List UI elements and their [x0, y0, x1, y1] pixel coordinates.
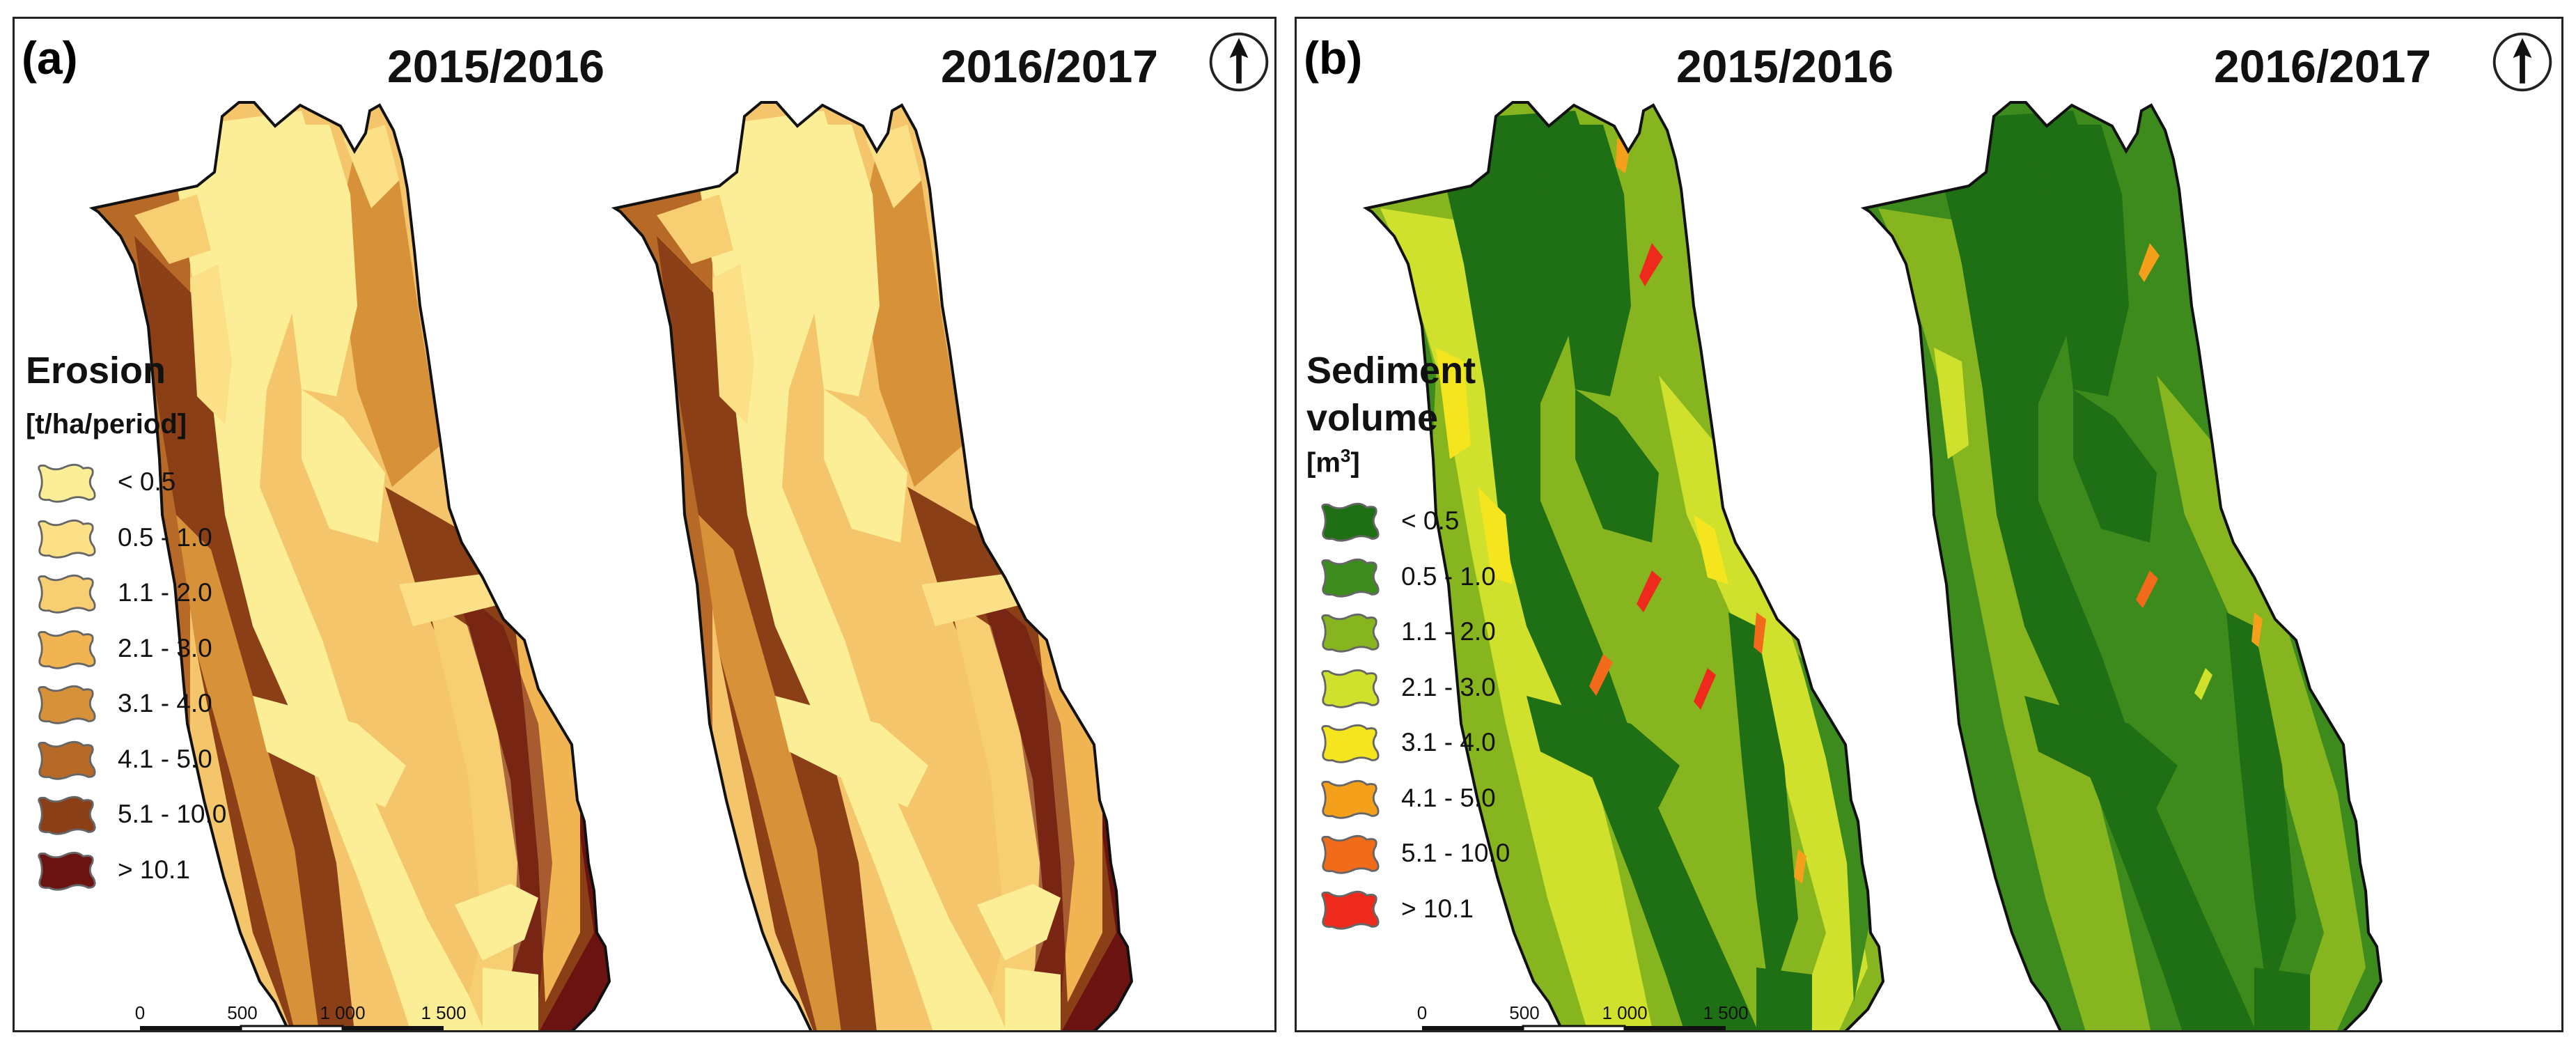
- legend-swatch: [1321, 890, 1380, 930]
- legend-label: 3.1 - 4.0: [1401, 728, 1496, 756]
- scale-tick: 1 000: [320, 1002, 366, 1023]
- legend-unit: [t/ha/period]: [26, 409, 187, 440]
- legend-swatch: [38, 463, 96, 503]
- erosion-panel: (a) 2015/2016 2016/2017 Erosion [t/ha/pe…: [13, 17, 1277, 1032]
- legend-label: 0.5 - 1.0: [118, 522, 212, 552]
- legend-swatch: [1321, 558, 1380, 598]
- sediment-panel: (b) 2015/2016 2016/2017 Sediment volume …: [1295, 17, 2563, 1032]
- legend-title-line2: volume: [1306, 397, 1439, 439]
- period-title-right: 2016/2017: [941, 40, 1158, 92]
- legend-label: 4.1 - 5.0: [1401, 783, 1496, 812]
- legend-label: > 10.1: [118, 855, 190, 884]
- scale-bar: 0 500 1 000 1 500 m: [1408, 1002, 1770, 1030]
- panel-label: (a): [22, 32, 78, 84]
- legend-title: Erosion: [26, 350, 166, 391]
- scale-tick: 500: [227, 1002, 258, 1023]
- north-arrow-icon: [1209, 32, 1269, 92]
- legend-label: 2.1 - 3.0: [1401, 672, 1496, 701]
- scale-tick: 1 000: [1602, 1002, 1648, 1023]
- legend-swatch: [38, 630, 96, 669]
- legend-swatch: [1321, 779, 1380, 819]
- scale-bar-graphic: [1422, 1025, 1726, 1030]
- scale-bar-graphic: [140, 1025, 444, 1030]
- legend-swatch: [1321, 613, 1380, 653]
- legend-label: 4.1 - 5.0: [118, 744, 212, 773]
- legend-swatch: [38, 574, 96, 614]
- panel-label: (b): [1304, 32, 1363, 84]
- period-title-right: 2016/2017: [2214, 40, 2431, 92]
- legend-label: > 10.1: [1401, 894, 1474, 923]
- legend-label: 5.1 - 10.0: [118, 800, 227, 828]
- legend-label: 1.1 - 2.0: [1401, 617, 1496, 646]
- legend-swatch: [38, 795, 96, 835]
- legend-swatch: [1321, 502, 1380, 542]
- period-title-left: 2015/2016: [387, 40, 604, 92]
- legend-label: < 0.5: [1401, 506, 1460, 535]
- legend-label: 2.1 - 3.0: [118, 633, 212, 662]
- sediment-maps: [1297, 19, 2563, 1032]
- legend-swatch: [1321, 669, 1380, 708]
- legend-label: 1.1 - 2.0: [118, 578, 212, 607]
- scale-unit: m: [1730, 1023, 1745, 1030]
- legend-label: 3.1 - 4.0: [118, 689, 212, 717]
- scale-tick: 500: [1509, 1002, 1540, 1023]
- legend-swatch: [1321, 724, 1380, 763]
- scale-tick: 1 500: [421, 1002, 467, 1023]
- scale-tick: 0: [134, 1002, 146, 1023]
- legend-swatch: [38, 740, 96, 780]
- legend-swatch: [1321, 834, 1380, 874]
- period-title-left: 2015/2016: [1676, 40, 1894, 92]
- legend-unit: [m3]: [1306, 445, 1360, 479]
- legend-swatch: [38, 685, 96, 724]
- sediment-map-2016-2017: [1864, 97, 2394, 1032]
- scale-tick: 1 500: [1703, 1002, 1749, 1023]
- scale-tick: 0: [1416, 1002, 1428, 1023]
- legend-label: 5.1 - 10.0: [1401, 839, 1511, 867]
- erosion-map-2015-2016: [93, 97, 636, 1032]
- legend-swatch: [38, 851, 96, 891]
- scale-bar: 0 500 1 000 1 500 m: [126, 1002, 488, 1030]
- legend-title-line1: Sediment: [1306, 350, 1476, 391]
- scale-unit: m: [448, 1023, 463, 1030]
- erosion-map-2016-2017: [615, 97, 1158, 1032]
- legend-label: 0.5 - 1.0: [1401, 561, 1496, 591]
- legend-swatch: [38, 519, 96, 559]
- north-arrow-icon: [2492, 32, 2552, 92]
- legend-label: < 0.5: [118, 467, 176, 496]
